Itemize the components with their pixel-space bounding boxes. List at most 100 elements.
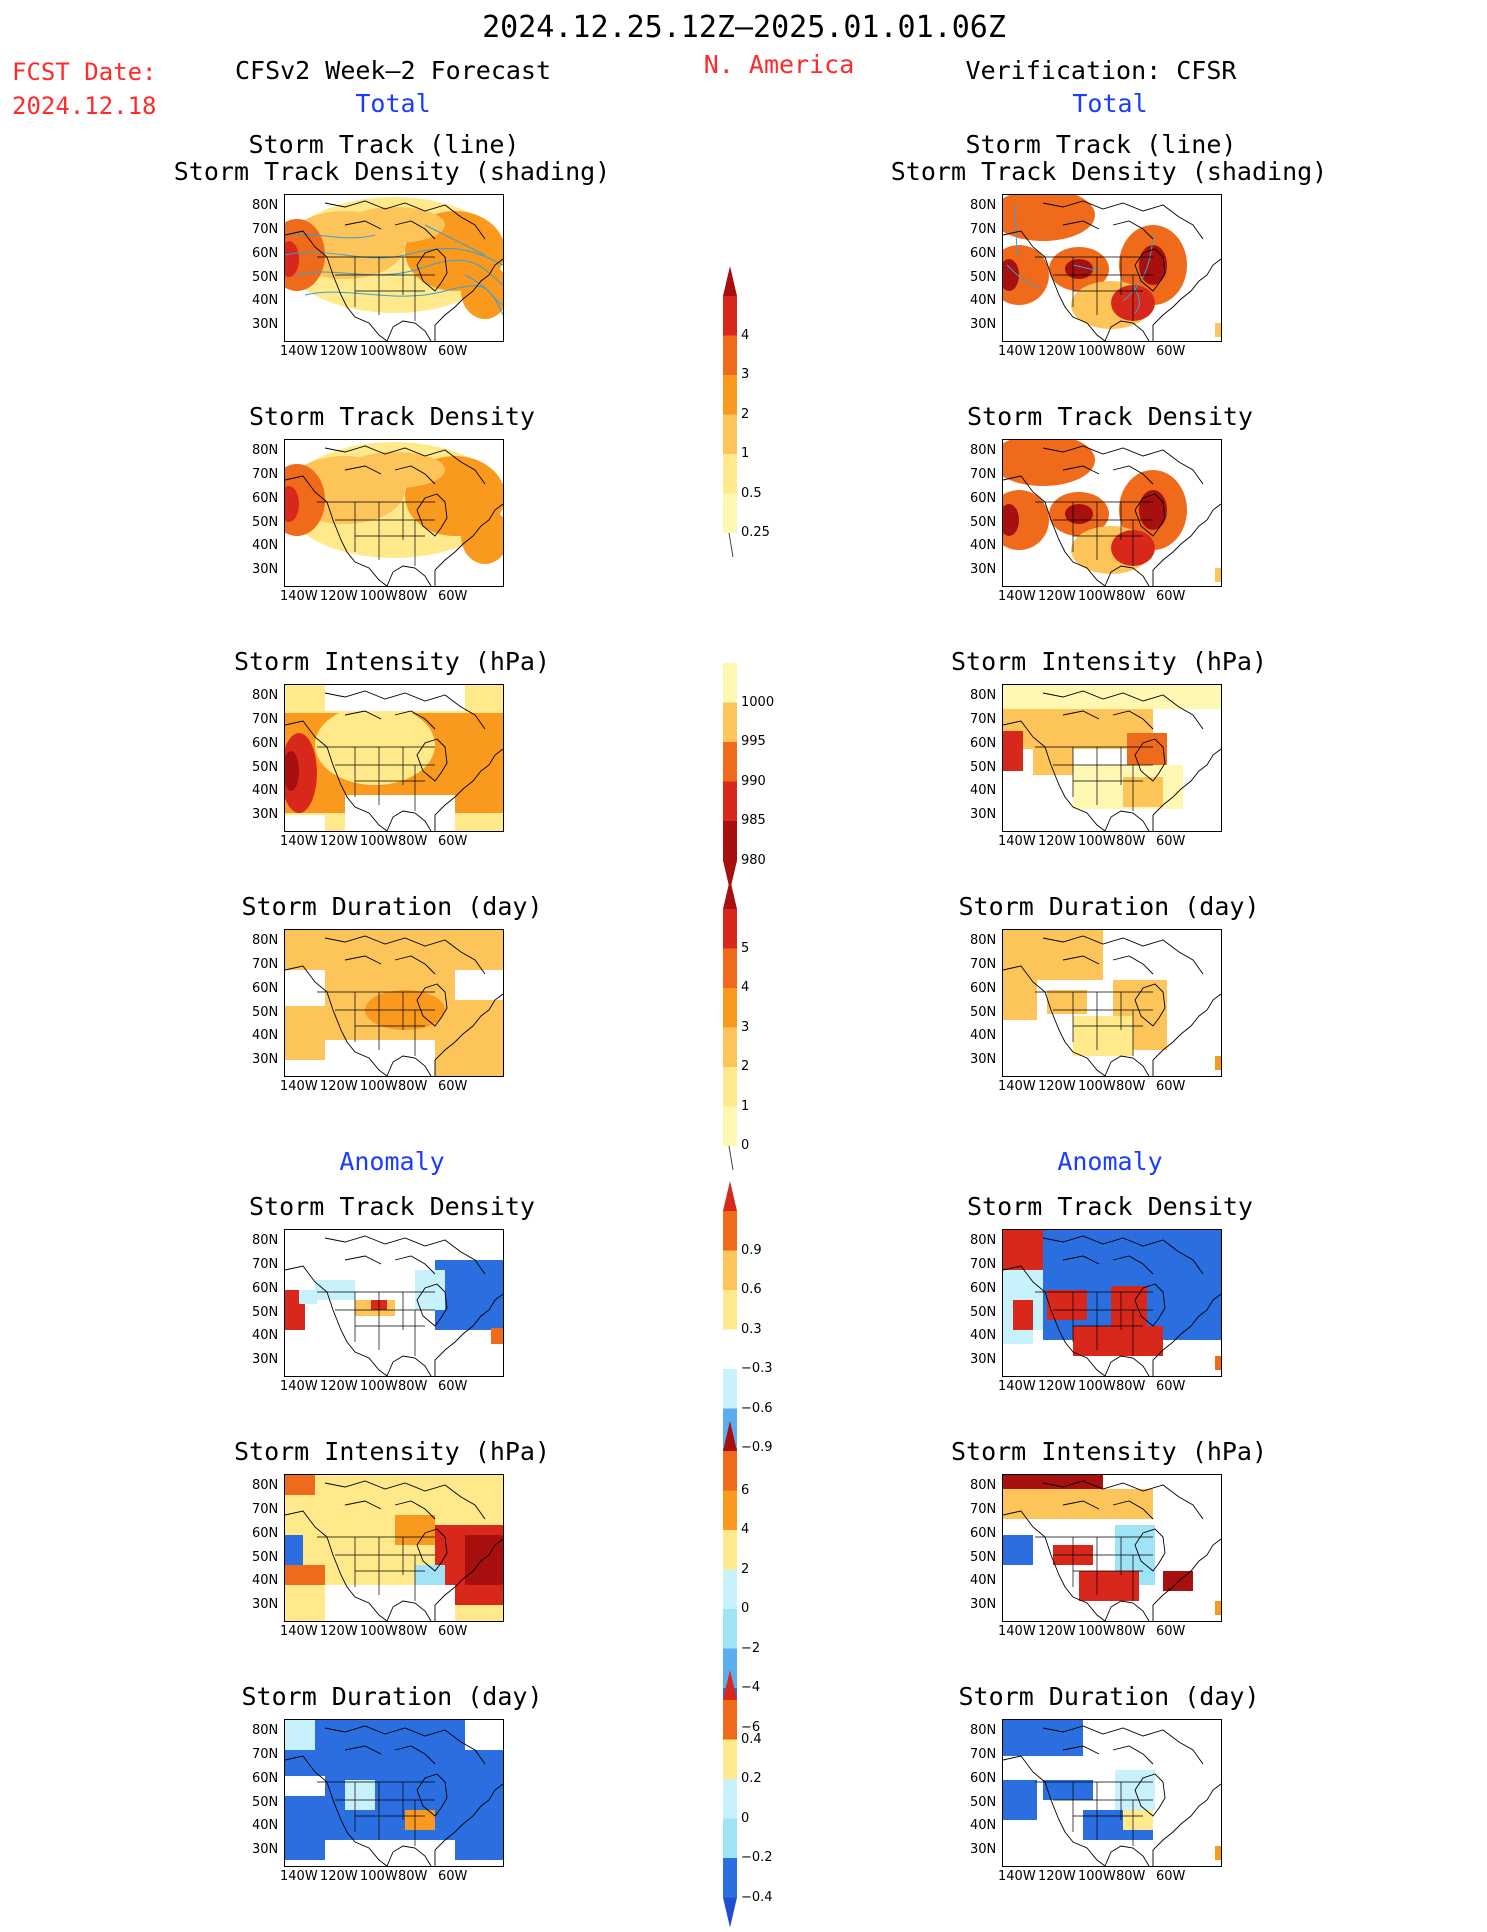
lat-tick-label: 80N [970,1478,997,1493]
lon-tick-label: 60W [438,344,468,359]
lon-tick-label: 80W [1116,344,1146,359]
lon-tick-label: 60W [438,1379,468,1394]
lat-tick-label: 80N [970,1233,997,1248]
lon-tick-label: 100W [360,1624,398,1639]
colorbar-duration-anom-label: 0.4 [741,1731,762,1747]
lon-tick-label: 80W [1116,1869,1146,1884]
lat-tick-label: 40N [252,1328,279,1343]
lon-tick-label: 100W [360,1379,398,1394]
lat-tick-label: 60N [252,1771,279,1786]
panel-title-duration-right: Storm Duration (day) [958,892,1260,921]
lon-tick-label: 60W [1156,589,1186,604]
lat-tick-label: 30N [252,1842,279,1857]
lat-tick-label: 60N [970,1771,997,1786]
map-duration-forecast [284,929,504,1077]
lon-tick-label: 60W [438,1079,468,1094]
lon-tick-label: 120W [320,1079,358,1094]
lon-tick-label: 120W [320,344,358,359]
lat-tick-label: 80N [252,1723,279,1738]
lon-tick-label: 80W [1116,834,1146,849]
lon-tick-label: 140W [998,344,1036,359]
map-anom-intensity-forecast [284,1474,504,1622]
lat-tick-label: 60N [252,246,279,261]
lat-tick-label: 40N [252,1573,279,1588]
colorbar-duration-total-label: 3 [741,1019,750,1035]
verification-title: Verification: CFSR [965,56,1237,85]
colorbar-density-anom-label: 0.3 [741,1321,762,1337]
lon-tick-label: 100W [360,1869,398,1884]
colorbar-intensity-total-label: 1000 [741,694,775,710]
lon-tick-label: 60W [1156,1869,1186,1884]
panel-title-intensity-right: Storm Intensity (hPa) [950,647,1268,676]
lat-tick-label: 40N [252,783,279,798]
lat-tick-label: 70N [970,712,997,727]
lat-tick-label: 80N [970,1723,997,1738]
lon-tick-label: 100W [1078,589,1116,604]
lon-tick-label: 140W [280,1079,318,1094]
lat-tick-label: 40N [970,1028,997,1043]
lon-tick-label: 80W [398,1379,428,1394]
lat-tick-label: 60N [970,491,997,506]
lon-tick-label: 120W [320,834,358,849]
lat-tick-label: 70N [252,1747,279,1762]
lat-tick-label: 50N [252,1795,279,1810]
lat-tick-label: 70N [970,957,997,972]
lat-tick-label: 60N [970,1526,997,1541]
lon-tick-label: 100W [1078,344,1116,359]
colorbar-density-total-label: 2 [741,406,750,422]
lat-tick-label: 70N [970,1747,997,1762]
lon-tick-label: 100W [360,1079,398,1094]
lat-tick-label: 50N [970,1795,997,1810]
lat-tick-label: 80N [970,443,997,458]
lon-tick-label: 60W [1156,344,1186,359]
colorbar-duration-anom-label: 0 [741,1810,750,1826]
colorbar-duration-anom [713,1670,753,1932]
lat-tick-label: 50N [252,270,279,285]
panel-title-anom-density-left: Storm Track Density [249,1192,535,1221]
lon-tick-label: 60W [438,589,468,604]
lon-tick-label: 140W [998,834,1036,849]
panel-title-track-line-right: Storm Track (line) [965,130,1237,159]
lon-tick-label: 60W [438,1869,468,1884]
lat-tick-label: 70N [970,1502,997,1517]
lat-tick-label: 30N [970,317,997,332]
lat-tick-label: 50N [970,1005,997,1020]
lat-tick-label: 40N [252,1818,279,1833]
lat-tick-label: 80N [252,198,279,213]
colorbar-intensity-anom-label: 2 [741,1561,750,1577]
panel-title-track-shading-right: Storm Track Density (shading) [890,157,1328,186]
lon-tick-label: 60W [1156,834,1186,849]
lat-tick-label: 50N [252,1305,279,1320]
lat-tick-label: 40N [252,293,279,308]
lat-tick-label: 30N [252,807,279,822]
lat-tick-label: 70N [970,222,997,237]
lon-tick-label: 100W [360,834,398,849]
colorbar-density-total-label: 0.25 [741,525,770,540]
lat-tick-label: 40N [970,1573,997,1588]
lat-tick-label: 30N [252,1352,279,1367]
lat-tick-label: 30N [970,1597,997,1612]
panel-title-track-shading-left: Storm Track Density (shading) [173,157,611,186]
anomaly-label-right: Anomaly [1057,1147,1163,1176]
period-title: 2024.12.25.12Z–2025.01.01.06Z [482,10,1006,45]
lon-tick-label: 80W [1116,1379,1146,1394]
lon-tick-label: 120W [1038,344,1076,359]
lat-tick-label: 70N [252,467,279,482]
lat-tick-label: 50N [970,1305,997,1320]
lat-tick-label: 40N [970,538,997,553]
forecast-title: CFSv2 Week–2 Forecast [234,56,552,85]
map-anom-density-verification [1002,1229,1222,1377]
lat-tick-label: 80N [252,1233,279,1248]
lon-tick-label: 140W [280,344,318,359]
lat-tick-label: 30N [252,562,279,577]
colorbar-duration-total-label: 5 [741,940,750,956]
colorbar-duration-total-label: 0 [741,1138,750,1153]
lat-tick-label: 60N [970,981,997,996]
lon-tick-label: 120W [320,1869,358,1884]
lon-tick-label: 100W [1078,1869,1116,1884]
colorbar-duration-anom-label: −0.2 [741,1850,773,1865]
lat-tick-label: 60N [252,1281,279,1296]
colorbar-density-anom-label: 0.6 [741,1282,762,1297]
map-intensity-forecast [284,684,504,832]
lat-tick-label: 80N [252,443,279,458]
